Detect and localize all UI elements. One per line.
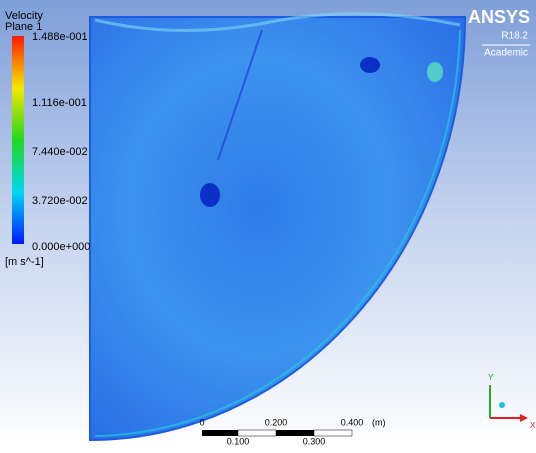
legend-label: 7.440e-002 <box>32 146 88 158</box>
vortex <box>360 57 380 73</box>
vortex <box>427 62 443 82</box>
scale-segment <box>276 430 314 436</box>
scale-label: 0.200 <box>265 417 288 427</box>
triad-z <box>499 402 505 408</box>
scale-segment <box>202 430 238 436</box>
scale-label: 0.100 <box>227 436 250 446</box>
scale-label: 0.300 <box>303 436 326 446</box>
legend-label: 1.116e-001 <box>32 97 87 109</box>
color-bar <box>12 36 24 244</box>
logo-edition: Academic <box>484 48 528 59</box>
scale-label: 0.400 <box>341 417 364 427</box>
scale-unit: (m) <box>372 417 386 427</box>
legend-label: 3.720e-002 <box>32 195 88 207</box>
triad-x-label: X <box>530 421 536 430</box>
scale-segment <box>238 430 276 436</box>
logo-version: R18.2 <box>501 31 528 42</box>
viewport: Velocity Plane 1 1.488e-001 1.116e-001 7… <box>0 0 536 448</box>
scale-label: 0 <box>199 417 204 427</box>
vortex <box>200 183 220 207</box>
legend-label: 1.488e-001 <box>32 31 88 43</box>
triad-y-label: Y <box>488 373 494 382</box>
legend-label: 0.000e+000 <box>32 241 90 253</box>
legend-unit: [m s^-1] <box>5 256 44 268</box>
logo-name: ANSYS <box>468 7 530 27</box>
scale-segment <box>314 430 352 436</box>
